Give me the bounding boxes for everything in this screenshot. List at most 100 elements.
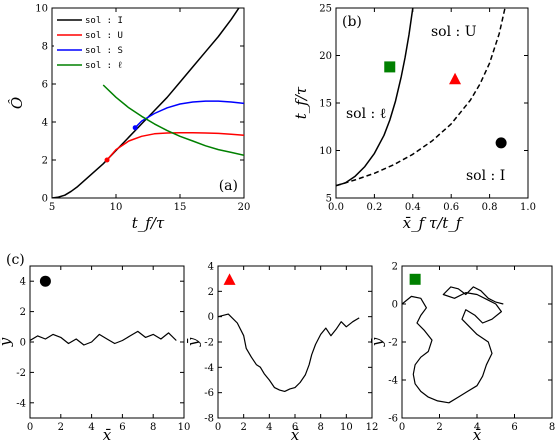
panel-label: (b) [342,14,362,30]
x-tick-label: 0.0 [328,202,344,213]
y-tick-label: 2 [392,262,398,273]
x-tick-label: 8 [317,422,323,433]
y-tick-label: 0 [208,312,214,323]
series-line-0 [30,330,177,346]
series-line-0 [402,286,504,404]
x-tick-label: 8 [549,422,555,433]
panel-1: t_f/τ [292,7,529,199]
x-tick-label: 0 [215,422,221,433]
y-tick-label: -2 [16,368,26,379]
y-tick-label: -2 [204,338,214,349]
x-tick-label: 10 [340,422,353,433]
x-tick-label: 4 [88,422,94,433]
y-tick-label: 6 [42,80,48,91]
y-tick-label: 5 [326,194,332,205]
series-endpoint-marker [132,125,138,131]
plot-frame [217,265,373,419]
y-tick-label: 8 [42,42,48,53]
y-tick-label: -2 [388,338,398,349]
region-label: sol : ℓ [346,106,387,122]
y-tick-label: 0 [392,300,398,311]
y-tick-label: 0 [20,338,26,349]
y-tick-label: -4 [16,398,26,409]
x-tick-label: 0.6 [443,202,459,213]
y-tick-label: 25 [319,4,332,15]
y-axis-label: t_f/τ [292,86,310,119]
legend-entry: sol : ℓ [85,61,123,71]
square-marker [409,273,421,285]
y-tick-label: 15 [319,99,332,110]
triangle-marker [223,273,236,285]
y-axis-label: ȳ [368,337,386,347]
y-tick-label: 4 [42,118,48,129]
square-marker [384,61,396,73]
x-tick-label: 6 [511,422,517,433]
y-tick-label: 4 [20,277,26,288]
x-tick-label: 0 [399,422,405,433]
panel-0: Ô [8,7,245,199]
y-axis-label: Ô [8,97,26,109]
x-tick-label: 10 [110,202,123,213]
x-tick-label: 20 [238,202,251,213]
panel-4: ȳ [368,265,553,419]
y-tick-label: -6 [204,388,214,399]
region-label: sol : U [431,24,477,40]
series-line-1 [336,8,506,187]
panel-2: ȳ [0,265,185,419]
legend-entry: sol : U [85,31,123,41]
x-tick-label: 2 [58,422,64,433]
x-tick-label: 2 [436,422,442,433]
circle-marker [39,275,51,287]
y-tick-label: -6 [388,414,398,425]
x-tick-label: 0.2 [366,202,382,213]
x-axis-label: x̄ [103,426,112,444]
series-line-2 [134,100,244,129]
y-axis-label: ȳ [0,337,14,347]
x-tick-label: 2 [240,422,246,433]
y-tick-label: -4 [388,376,398,387]
x-tick-label: 4 [266,422,272,433]
x-tick-label: 4 [474,422,480,433]
y-tick-label: 0 [42,194,48,205]
panel-3: ȳ [184,265,373,419]
x-axis-label: t_f/τ [132,214,165,232]
x-tick-label: 15 [174,202,187,213]
x-tick-label: 5 [49,202,55,213]
y-tick-label: 10 [319,146,332,157]
y-tick-label: 2 [20,307,26,318]
x-tick-label: 6 [119,422,125,433]
x-axis-label: x̄ [291,426,300,444]
series-line-3 [102,84,244,157]
series-line-0 [52,8,240,198]
x-tick-label: 0.8 [482,202,498,213]
panel-label: (a) [219,178,238,194]
x-tick-label: 0 [27,422,33,433]
x-tick-label: 1.0 [520,202,536,213]
series-line-0 [336,8,414,187]
triangle-marker [449,72,462,85]
x-tick-label: 6 [292,422,298,433]
y-axis-label: ȳ [184,337,202,347]
legend-entry: sol : I [85,16,123,26]
x-tick-label: 12 [366,422,379,433]
panel-label: (c) [6,252,25,268]
legend-entry: sol : S [85,46,123,56]
series-endpoint-marker [104,157,110,163]
x-axis-label: x̄_f τ/t_f [403,214,464,232]
y-tick-label: -4 [204,363,214,374]
y-tick-label: 2 [208,287,214,298]
circle-marker [495,137,507,149]
y-tick-label: 20 [319,51,332,62]
series-line-1 [106,132,244,161]
x-tick-label: 0.4 [405,202,421,213]
y-tick-label: 4 [208,262,214,273]
x-tick-label: 8 [150,422,156,433]
y-tick-label: 10 [35,4,48,15]
x-axis-label: x̄ [473,426,482,444]
plot-frame [29,265,185,419]
y-tick-label: 2 [42,156,48,167]
series-line-0 [218,313,360,392]
x-tick-label: 10 [178,422,191,433]
region-label: sol : I [466,168,505,184]
